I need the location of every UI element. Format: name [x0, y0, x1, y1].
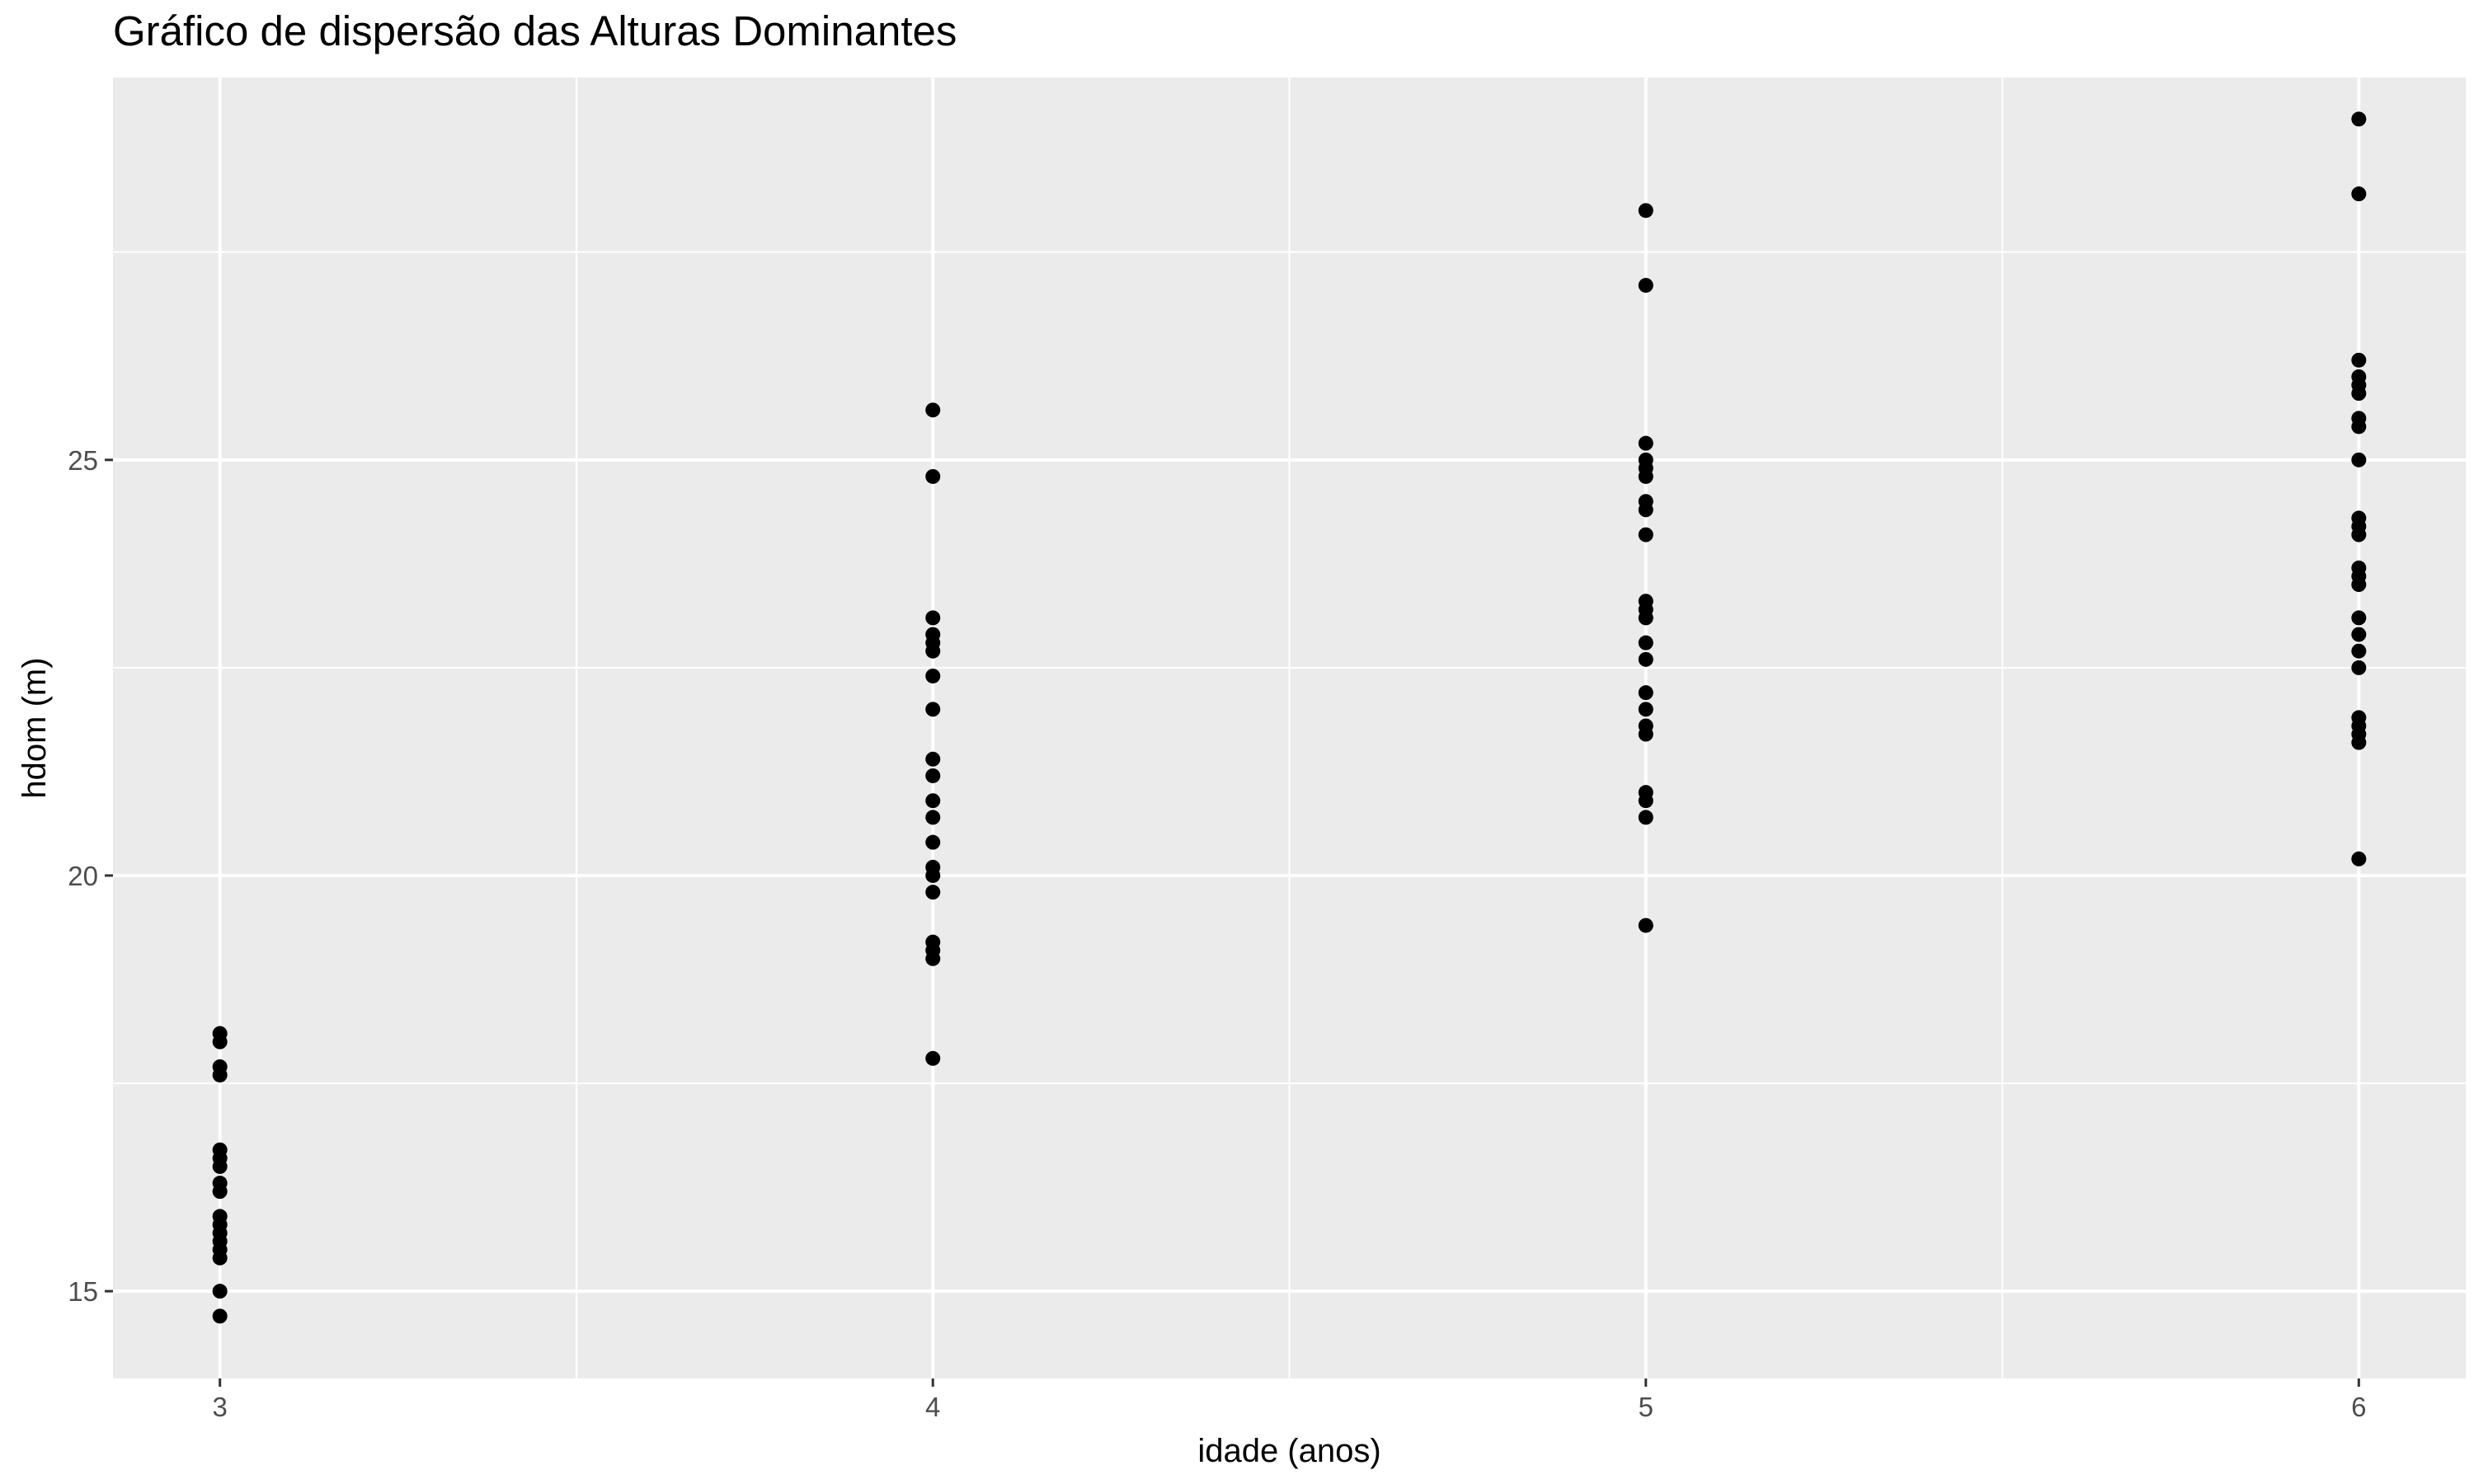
x-tick-label: 5 [1639, 1392, 1653, 1422]
y-tick-label: 15 [68, 1276, 98, 1307]
data-point [2351, 627, 2367, 642]
data-point [925, 793, 941, 809]
data-point [925, 810, 941, 825]
data-point [1638, 203, 1653, 218]
data-point [2351, 186, 2367, 202]
data-point [925, 951, 941, 966]
x-tick-label: 4 [925, 1392, 940, 1422]
data-point [925, 610, 941, 626]
y-tick-label: 20 [68, 861, 98, 891]
data-point [2351, 735, 2367, 750]
minor-gridlines [113, 77, 2466, 1378]
data-point [2351, 851, 2367, 866]
data-point [1638, 793, 1653, 809]
data-point [925, 751, 941, 767]
data-point [925, 402, 941, 418]
data-point [1638, 278, 1653, 294]
data-point [1638, 685, 1653, 701]
data-point [2351, 527, 2367, 542]
data-point [2351, 111, 2367, 127]
data-point [212, 1067, 228, 1082]
data-point [925, 768, 941, 783]
data-point [1638, 468, 1653, 484]
data-point [212, 1284, 228, 1299]
data-point [925, 867, 941, 883]
data-point [925, 668, 941, 683]
data-point [212, 1250, 228, 1266]
data-point [1638, 527, 1653, 542]
data-point [925, 702, 941, 717]
data-point [212, 1308, 228, 1324]
data-point [925, 885, 941, 900]
data-point [1638, 810, 1653, 825]
y-tick-label: 25 [68, 445, 98, 476]
data-point [212, 1034, 228, 1050]
data-point [2351, 419, 2367, 434]
data-point [925, 643, 941, 659]
y-axis-title: hdom (m) [16, 657, 53, 798]
data-point [1638, 502, 1653, 518]
data-point [1638, 651, 1653, 667]
data-point [1638, 435, 1653, 451]
data-point [212, 1184, 228, 1200]
x-axis-ticks: 3 4 5 6 [213, 1378, 2366, 1422]
data-point [2351, 352, 2367, 368]
y-axis-ticks: 15 20 25 [68, 445, 113, 1307]
x-tick-label: 6 [2351, 1392, 2366, 1422]
data-point [2351, 660, 2367, 675]
data-point [212, 1158, 228, 1174]
data-point [2351, 610, 2367, 626]
data-point [925, 468, 941, 484]
data-point [925, 834, 941, 850]
data-point [2351, 452, 2367, 467]
x-tick-label: 3 [213, 1392, 228, 1422]
data-point [1638, 635, 1653, 650]
data-point [1638, 918, 1653, 933]
chart-title: Gráfico de dispersão das Alturas Dominan… [113, 7, 957, 54]
x-axis-title: idade (anos) [1197, 1433, 1380, 1469]
data-point [1638, 610, 1653, 626]
data-point [1638, 702, 1653, 717]
data-point [925, 1050, 941, 1066]
data-point [2351, 577, 2367, 593]
data-point [1638, 726, 1653, 742]
data-points [212, 111, 2367, 1324]
data-point [2351, 386, 2367, 402]
data-point [2351, 643, 2367, 659]
